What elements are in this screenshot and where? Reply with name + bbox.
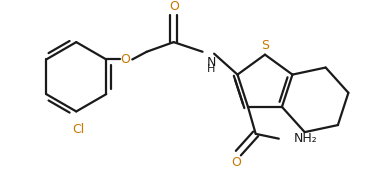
- Text: S: S: [261, 38, 269, 51]
- Text: Cl: Cl: [72, 123, 84, 136]
- Text: NH₂: NH₂: [294, 132, 318, 145]
- Text: O: O: [120, 53, 131, 66]
- Text: O: O: [170, 0, 179, 13]
- Text: N: N: [206, 56, 216, 69]
- Text: H: H: [207, 64, 216, 74]
- Text: O: O: [232, 156, 241, 169]
